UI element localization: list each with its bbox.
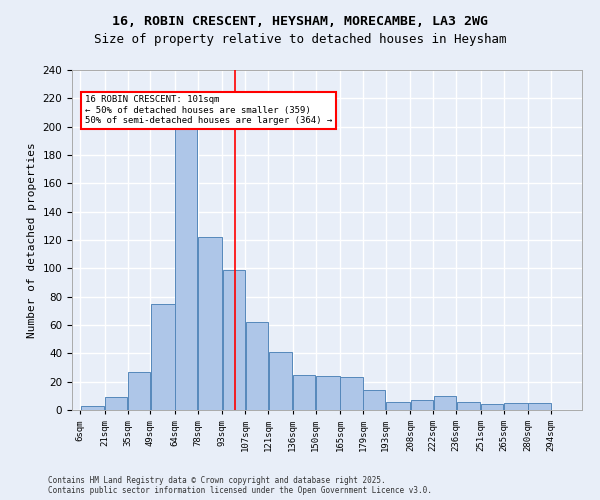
Bar	[223, 270, 245, 410]
Bar	[481, 404, 503, 410]
Text: Size of property relative to detached houses in Heysham: Size of property relative to detached ho…	[94, 32, 506, 46]
Bar	[80, 406, 104, 410]
Text: 16, ROBIN CRESCENT, HEYSHAM, MORECAMBE, LA3 2WG: 16, ROBIN CRESCENT, HEYSHAM, MORECAMBE, …	[112, 15, 488, 28]
Bar	[411, 400, 433, 410]
Bar	[269, 352, 292, 410]
Bar	[151, 304, 175, 410]
Bar	[364, 390, 385, 410]
Bar	[434, 396, 456, 410]
Text: Contains HM Land Registry data © Crown copyright and database right 2025.
Contai: Contains HM Land Registry data © Crown c…	[48, 476, 432, 495]
Text: 16 ROBIN CRESCENT: 101sqm
← 50% of detached houses are smaller (359)
50% of semi: 16 ROBIN CRESCENT: 101sqm ← 50% of detac…	[85, 96, 332, 126]
Bar	[128, 372, 150, 410]
Bar	[105, 397, 127, 410]
Bar	[175, 128, 197, 410]
Bar	[457, 402, 480, 410]
Y-axis label: Number of detached properties: Number of detached properties	[27, 142, 37, 338]
Bar	[504, 403, 527, 410]
Bar	[245, 322, 268, 410]
Bar	[340, 378, 362, 410]
Bar	[293, 374, 315, 410]
Bar	[386, 402, 410, 410]
Bar	[529, 403, 551, 410]
Bar	[198, 237, 222, 410]
Bar	[316, 376, 340, 410]
